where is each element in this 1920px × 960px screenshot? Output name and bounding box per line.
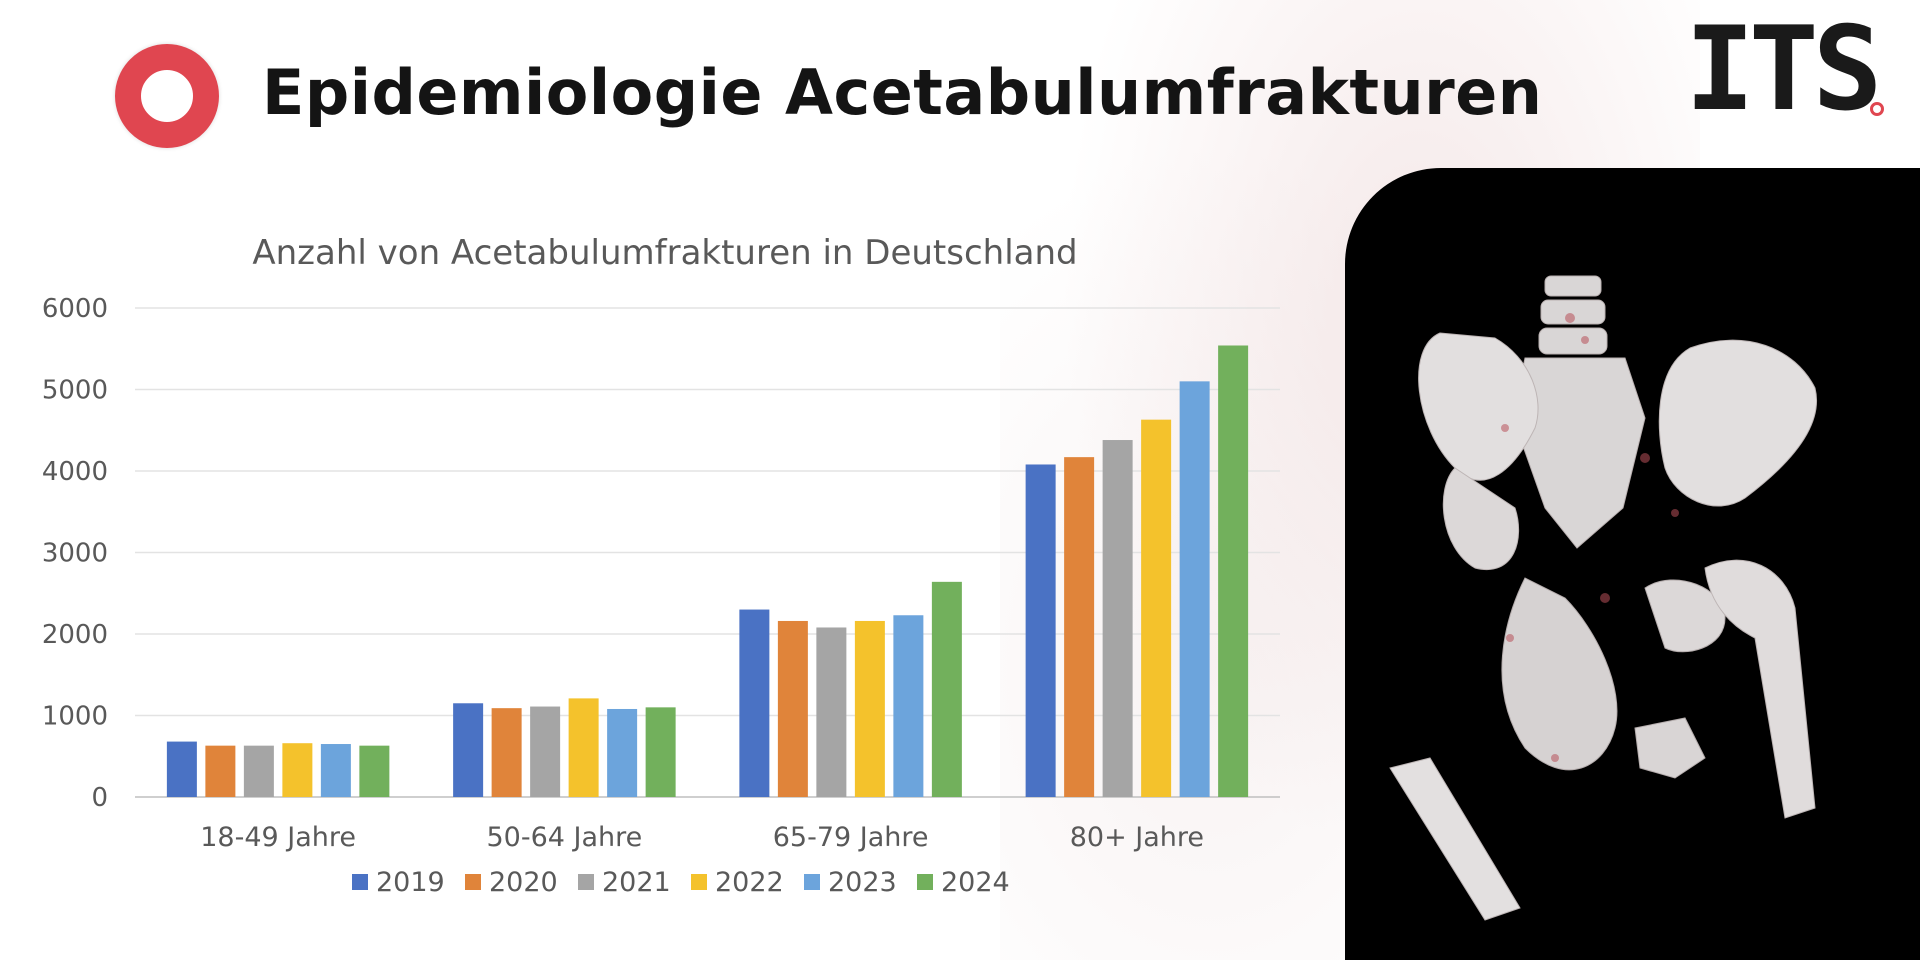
bar — [1102, 440, 1133, 797]
legend-swatch — [917, 874, 933, 890]
bar — [854, 620, 885, 797]
bar — [205, 745, 236, 797]
y-tick-label: 4000 — [42, 457, 108, 487]
bar — [530, 706, 561, 797]
legend-swatch — [691, 874, 707, 890]
bar — [166, 741, 197, 797]
bar — [243, 745, 274, 797]
y-tick-label: 5000 — [42, 376, 108, 406]
legend-label: 2021 — [602, 867, 671, 898]
legend-label: 2023 — [828, 867, 897, 898]
bar — [816, 627, 847, 797]
bar — [1179, 381, 1210, 797]
bar — [1218, 345, 1249, 797]
bar — [491, 708, 522, 797]
bar — [607, 708, 638, 797]
brand-logo: ITS — [1685, 2, 1883, 137]
bar — [453, 703, 484, 797]
y-tick-label: 0 — [91, 783, 108, 813]
bar — [931, 581, 962, 797]
bar-chart: Anzahl von Acetabulumfrakturen in Deutsc… — [42, 233, 1280, 898]
page-title: Epidemiologie Acetabulumfrakturen — [262, 56, 1543, 129]
bar — [777, 620, 808, 797]
pelvis-fracture-ct-image — [1389, 275, 1817, 921]
legend-label: 2024 — [941, 867, 1010, 898]
bar — [1064, 457, 1095, 797]
bar — [645, 707, 676, 797]
legend-swatch — [804, 874, 820, 890]
y-tick-label: 2000 — [42, 620, 108, 650]
legend-label: 2022 — [715, 867, 784, 898]
bar — [893, 615, 924, 797]
legend-label: 2020 — [489, 867, 558, 898]
bar — [1025, 464, 1056, 797]
legend-swatch — [578, 874, 594, 890]
bar — [320, 744, 351, 797]
bar — [282, 743, 313, 797]
bar — [739, 609, 770, 797]
brand-dot-icon — [1870, 102, 1884, 116]
chart-title: Anzahl von Acetabulumfrakturen in Deutsc… — [252, 233, 1077, 273]
y-tick-label: 6000 — [42, 294, 108, 324]
y-tick-label: 1000 — [42, 702, 108, 732]
image-panel — [1345, 168, 1920, 960]
x-tick-label: 80+ Jahre — [1070, 822, 1204, 853]
y-tick-label: 3000 — [42, 539, 108, 569]
legend-label: 2019 — [376, 867, 445, 898]
legend-swatch — [352, 874, 368, 890]
bar — [1141, 419, 1172, 797]
x-tick-label: 50-64 Jahre — [486, 822, 642, 853]
legend-swatch — [465, 874, 481, 890]
bar — [359, 745, 390, 797]
bar — [568, 698, 599, 797]
x-tick-label: 18-49 Jahre — [200, 822, 356, 853]
x-tick-label: 65-79 Jahre — [773, 822, 929, 853]
